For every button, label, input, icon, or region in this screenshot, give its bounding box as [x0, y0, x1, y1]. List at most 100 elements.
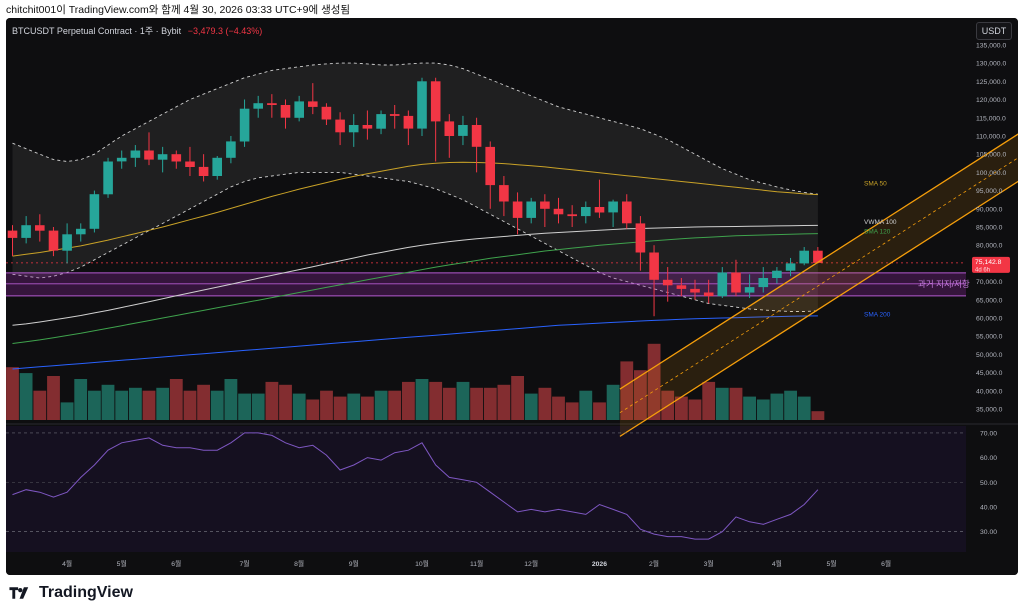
- envelope-lower-line: [12, 171, 818, 312]
- candle-body: [130, 150, 141, 158]
- volume-bar: [74, 379, 88, 420]
- volume-bar: [456, 381, 470, 420]
- x-tick-label: 6월: [171, 559, 181, 568]
- volume-bar: [688, 399, 702, 420]
- volume-bar: [606, 384, 620, 420]
- rsi-y-tick-label: 30.00: [980, 529, 997, 536]
- candle-body: [444, 121, 455, 136]
- candle-body: [458, 125, 468, 136]
- candle-body: [731, 272, 741, 293]
- label-sma-120: SMA 120: [864, 228, 891, 235]
- volume-bar: [811, 411, 825, 420]
- volume-bar: [702, 381, 716, 420]
- y-tick-label: 40,000.0: [976, 388, 1003, 395]
- snapshot-caption: chitchit001이 TradingView.com와 함께 4월 30, …: [6, 4, 351, 16]
- volume-bar: [715, 387, 729, 420]
- plot-layer: [6, 62, 966, 370]
- candle-body: [280, 105, 291, 118]
- currency-button[interactable]: USDT: [976, 22, 1012, 40]
- volume-bar: [442, 387, 456, 420]
- tradingview-logo: TradingView: [8, 584, 133, 602]
- volume-bar: [743, 396, 756, 420]
- channel-lower-line: [619, 180, 1018, 437]
- volume-bar: [374, 390, 388, 420]
- candle-body: [62, 234, 72, 251]
- x-tick-label: 6월: [881, 559, 891, 568]
- candle-body: [594, 207, 605, 213]
- volume-bar: [497, 384, 511, 420]
- volume-bar: [770, 393, 784, 420]
- last-price-tag: [972, 256, 1010, 273]
- rsi-line: [12, 432, 819, 540]
- candle-body: [567, 214, 577, 217]
- volume-bar: [101, 384, 115, 420]
- symbol-title: BTCUSDT Perpetual Contract · 1주 · Bybit: [12, 26, 182, 36]
- volume-bar: [169, 379, 183, 420]
- rsi-y-tick-label: 70.00: [980, 430, 997, 437]
- volume-bar: [19, 373, 33, 420]
- candle-body: [294, 101, 304, 118]
- candle-body: [785, 263, 796, 271]
- volume-bar: [675, 396, 688, 420]
- candle-body: [744, 287, 755, 293]
- volume-bar: [552, 396, 565, 420]
- candle-body: [622, 201, 632, 224]
- rsi-y-tick-label: 50.00: [980, 480, 997, 487]
- candle-body: [690, 288, 700, 293]
- candle-body: [198, 166, 209, 176]
- x-tick-label: 4월: [772, 559, 782, 568]
- volume-bar: [634, 370, 647, 420]
- label-vwma-100: VWMA 100: [864, 219, 897, 226]
- y-tick-label: 105,000.0: [976, 152, 1006, 159]
- volume-bar: [647, 343, 661, 420]
- volume-bar: [565, 402, 579, 420]
- candle-body: [471, 125, 482, 147]
- candle-body: [267, 103, 277, 105]
- y-tick-label: 70,000.0: [976, 279, 1003, 286]
- candle-body: [76, 228, 86, 235]
- x-tick-label: 10월: [415, 559, 429, 568]
- x-tick-label: 3월: [704, 559, 714, 568]
- label-sma-200: SMA 200: [864, 311, 891, 318]
- y-tick-label: 95,000.0: [976, 188, 1003, 195]
- channel-upper-line: [619, 133, 1018, 390]
- candle-body: [717, 272, 728, 297]
- x-tick-label: 7월: [240, 559, 250, 568]
- volume-bar: [129, 387, 142, 420]
- volume-bar: [183, 390, 197, 420]
- candle-body: [239, 108, 250, 142]
- volume-bar: [593, 402, 606, 420]
- channel-mid-line: [619, 157, 1018, 414]
- candle-body: [103, 161, 113, 195]
- candle-body: [48, 230, 59, 251]
- ma-line-vwma-100: [12, 224, 818, 326]
- volume-bar: [224, 379, 238, 420]
- volume-bar: [784, 390, 797, 420]
- chart-panel[interactable]: SMA 50 VWMA 100 SMA 120 SMA 200 과거 지지/저항 135,…: [6, 18, 1018, 575]
- x-tick-label: 2026: [592, 561, 607, 568]
- candle-body: [362, 125, 373, 129]
- volume-bar: [483, 387, 497, 420]
- candle-body: [348, 125, 359, 133]
- candle-body: [35, 225, 45, 231]
- volume-bar: [415, 379, 429, 420]
- tradingview-logo-icon: [9, 587, 29, 599]
- last-price-countdown: 4d 6h: [975, 267, 990, 273]
- y-tick-label: 85,000.0: [976, 225, 1003, 232]
- candle-body: [376, 114, 386, 129]
- candle-body: [430, 81, 441, 122]
- candle-body: [226, 141, 236, 158]
- candle-body: [335, 119, 345, 133]
- candle-body: [253, 103, 263, 109]
- volume-bar: [156, 387, 170, 420]
- rsi-y-tick-label: 60.00: [980, 455, 997, 462]
- ma-line-sma-120: [12, 233, 818, 344]
- price-chart[interactable]: SMA 50 VWMA 100 SMA 120 SMA 200 과거 지지/저항 135,…: [6, 18, 1018, 575]
- symbol-header: BTCUSDT Perpetual Contract · 1주 · Bybit …: [12, 24, 262, 37]
- candle-body: [662, 279, 673, 286]
- volume-bar: [538, 387, 552, 420]
- candle-body: [321, 106, 332, 120]
- candle-body: [758, 278, 769, 288]
- ma-line-sma-200: [12, 315, 818, 370]
- candle-body: [185, 161, 195, 167]
